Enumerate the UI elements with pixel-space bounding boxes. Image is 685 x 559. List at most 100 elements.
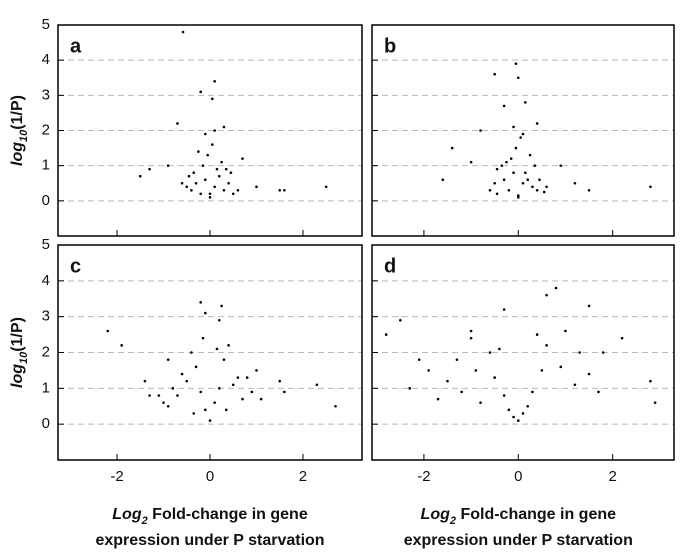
point: [493, 376, 496, 379]
point: [399, 318, 402, 322]
point: [545, 293, 548, 297]
point: [540, 369, 544, 372]
y-label-part: (1/P): [9, 317, 26, 352]
point: [514, 62, 518, 65]
point: [493, 181, 496, 185]
y-tick-label: 5: [42, 16, 50, 33]
point: [224, 408, 228, 412]
point: [597, 390, 600, 394]
point: [236, 188, 240, 192]
point: [185, 379, 189, 383]
point: [502, 394, 506, 397]
point: [531, 390, 534, 394]
y-label-part: log: [9, 142, 26, 166]
point: [479, 401, 482, 404]
point: [106, 329, 110, 333]
point: [524, 171, 527, 174]
x-tick-label: -2: [417, 468, 430, 485]
y-label-sub: 10: [18, 351, 30, 364]
point: [521, 181, 525, 185]
point: [199, 390, 203, 394]
point: [469, 336, 473, 340]
point: [516, 76, 520, 80]
panel-letter: d: [384, 255, 396, 277]
point: [573, 181, 577, 185]
point: [194, 181, 198, 185]
point: [148, 394, 151, 397]
point: [528, 153, 532, 157]
point: [211, 97, 214, 101]
point: [559, 164, 563, 167]
point: [417, 358, 421, 361]
point: [120, 344, 123, 347]
x-tick-label: 2: [299, 468, 307, 485]
point: [162, 401, 165, 404]
point: [573, 383, 577, 387]
point: [201, 164, 205, 167]
point: [535, 333, 539, 336]
point: [278, 379, 282, 383]
point: [217, 318, 221, 322]
point: [521, 412, 525, 415]
y-tick-label: 2: [42, 121, 50, 138]
point: [213, 129, 216, 132]
point: [199, 90, 203, 94]
point: [500, 164, 504, 167]
point: [204, 132, 207, 136]
y-axis-label: log10(1/P): [9, 317, 30, 388]
point: [171, 387, 175, 390]
point: [488, 188, 492, 192]
point: [653, 401, 657, 404]
point: [208, 192, 212, 196]
y-tick-label: 4: [42, 51, 50, 68]
point: [587, 372, 591, 376]
x-axis-label-line2: expression under P starvation: [404, 532, 633, 549]
point: [190, 188, 193, 192]
point: [241, 157, 244, 160]
point: [334, 404, 337, 408]
point: [649, 379, 652, 383]
point: [502, 104, 506, 108]
point: [241, 397, 244, 401]
point: [231, 192, 235, 196]
point: [176, 122, 179, 125]
point: [460, 390, 463, 394]
point: [201, 336, 205, 340]
panel-letter: a: [70, 35, 82, 57]
point: [498, 347, 501, 351]
point: [283, 390, 286, 394]
point: [545, 185, 548, 189]
point: [509, 157, 513, 160]
y-label-part: (1/P): [9, 95, 26, 130]
point: [180, 181, 184, 185]
point: [587, 188, 591, 192]
point: [278, 188, 282, 192]
x-tick-label: 0: [514, 468, 522, 485]
point: [208, 419, 212, 422]
point: [545, 344, 548, 347]
x-tick-label: 0: [206, 468, 214, 485]
point: [315, 383, 319, 387]
point: [512, 125, 515, 129]
point: [512, 171, 515, 174]
point: [538, 178, 541, 182]
point: [535, 122, 539, 125]
y-tick-label: 3: [42, 308, 50, 325]
point: [222, 125, 226, 129]
point: [206, 153, 209, 157]
point: [185, 185, 189, 189]
point: [408, 387, 412, 390]
point: [533, 164, 537, 167]
point: [516, 196, 520, 199]
point: [166, 358, 170, 361]
point: [192, 412, 196, 415]
x-tick-label: 2: [608, 468, 616, 485]
point: [222, 358, 226, 361]
point: [224, 167, 228, 171]
point: [259, 397, 263, 401]
point: [180, 372, 184, 376]
point: [441, 178, 445, 182]
x-axis-label: Log2 Fold-change in gene: [112, 506, 308, 527]
point: [564, 329, 567, 333]
